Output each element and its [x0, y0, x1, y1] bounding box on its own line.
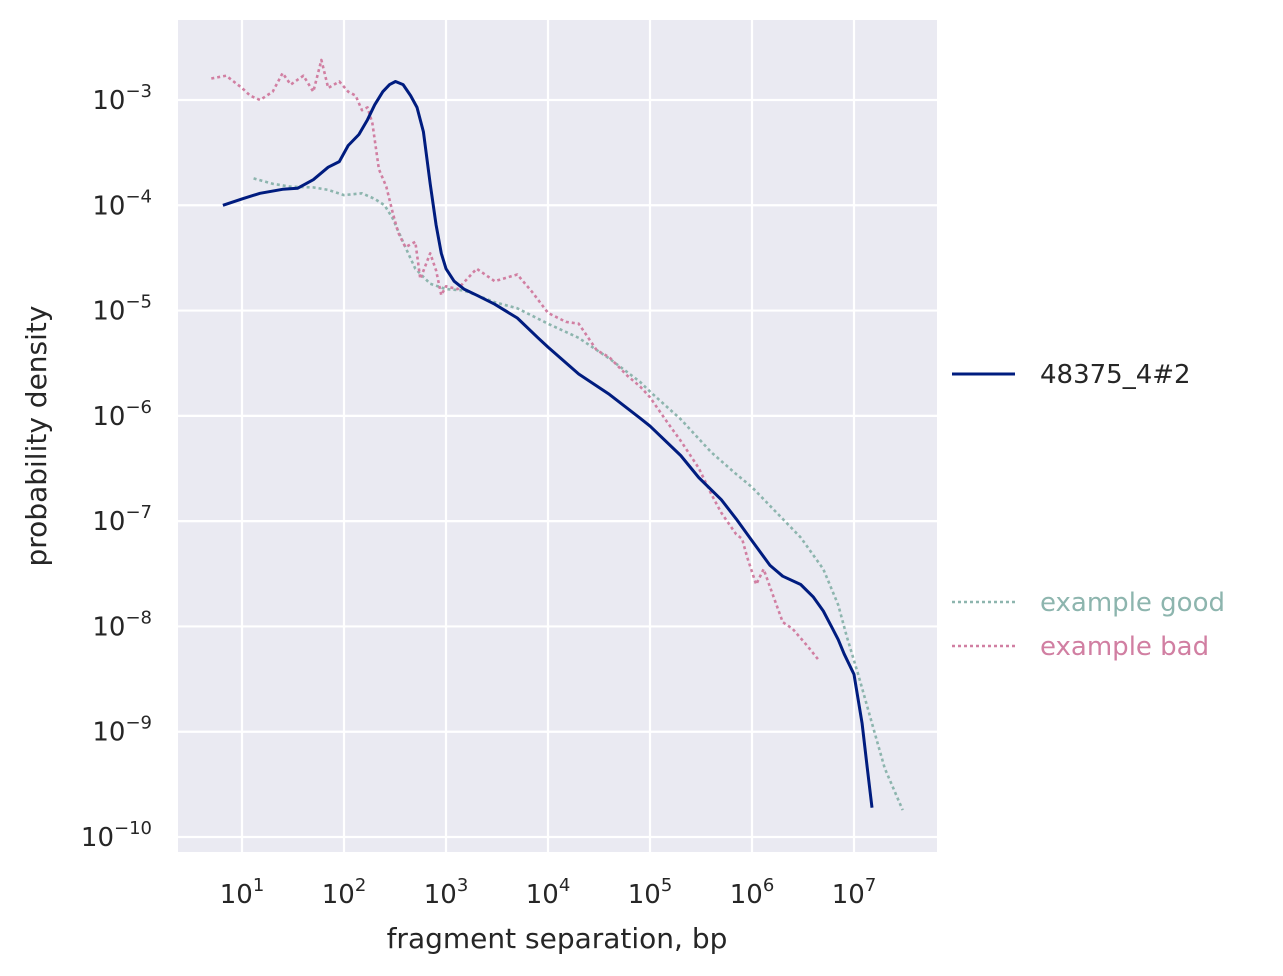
y-tick-label: 10−10	[81, 818, 152, 853]
series-line-example-good	[253, 177, 904, 811]
y-tick-label: 10−5	[92, 292, 152, 327]
x-tick-label: 105	[628, 875, 673, 910]
series-line-main	[222, 80, 874, 808]
y-tick-label: 10−9	[92, 713, 152, 748]
x-tick-label: 107	[832, 875, 877, 910]
y-tick-label: 10−3	[92, 81, 152, 116]
legend-label: example bad	[1040, 632, 1209, 662]
x-tick-label: 102	[322, 875, 367, 910]
x-axis-ticks: 101 102 103 104 105 106 107	[220, 875, 877, 910]
legend-label: 48375_4#2	[1040, 360, 1191, 390]
x-tick-label: 106	[730, 875, 775, 910]
y-axis-ticks: 10−3 10−4 10−5 10−6 10−7 10−8 10−9 10−10	[81, 81, 152, 853]
legend-label: example good	[1040, 588, 1225, 618]
x-tick-label: 104	[526, 875, 571, 910]
y-tick-label: 10−6	[92, 397, 152, 432]
grid	[178, 20, 937, 852]
y-tick-label: 10−7	[92, 502, 152, 537]
y-tick-label: 10−4	[92, 186, 152, 221]
series-line-example-bad	[211, 58, 820, 661]
x-tick-label: 101	[220, 875, 265, 910]
data-lines	[211, 58, 904, 811]
x-axis-label: fragment separation, bp	[387, 922, 728, 955]
y-axis-label: probability density	[20, 306, 53, 567]
plot-area	[178, 20, 937, 852]
y-tick-label: 10−8	[92, 607, 152, 642]
x-tick-label: 103	[424, 875, 469, 910]
